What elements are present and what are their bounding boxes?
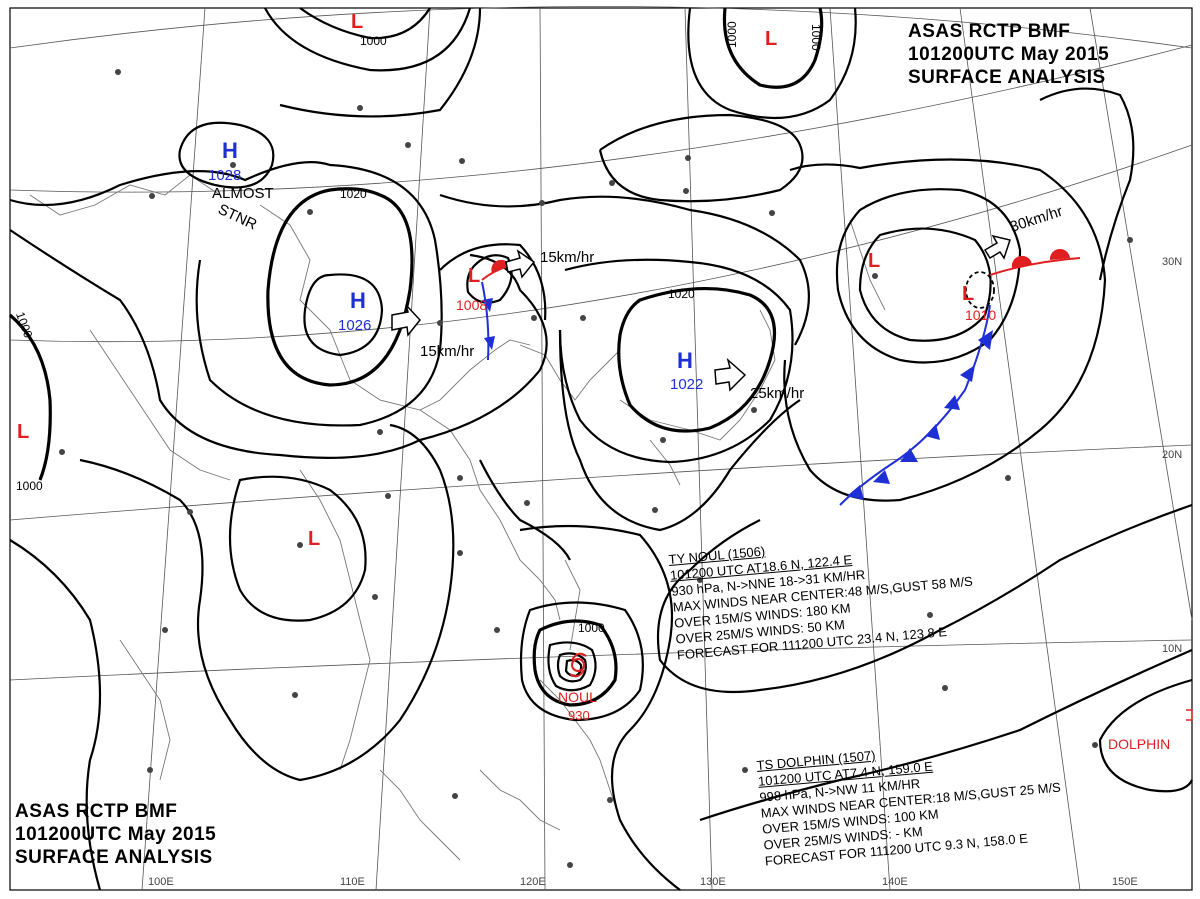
motion-label: 15km/hr — [420, 343, 474, 360]
high-center-letter: H — [222, 138, 238, 163]
map-frame — [9, 7, 1193, 891]
pressure-centers: H 1028 H 1026 H 1022 L 1008 L 1010 L L L — [208, 11, 996, 393]
high-center-value: 1028 — [208, 167, 241, 184]
low-center-value: 1010 — [965, 307, 996, 323]
storm-symbol-edge — [1186, 709, 1193, 721]
lon-label: 140E — [882, 876, 908, 888]
high-center-letter: H — [350, 288, 366, 313]
typhoon-pressure: 930 — [568, 708, 590, 723]
isobar-label: 1020 — [668, 287, 695, 301]
isobar-label: 1020 — [340, 187, 367, 201]
isobar-labels: 1000 1000 1000 1020 1020 1000 1000 — [13, 21, 823, 493]
motion-arrows — [391, 234, 1011, 392]
isobar-label-noul: 1000 — [578, 621, 605, 635]
low-center-letter: L — [962, 283, 974, 305]
header-line: 101200UTC May 2015 — [15, 824, 217, 845]
meridians — [141, 7, 1193, 891]
typhoon-symbol — [569, 652, 587, 678]
header-line: 101200UTC May 2015 — [908, 44, 1110, 65]
low-center-letter-south: L — [308, 528, 320, 550]
warm-front-ne — [989, 248, 1081, 276]
low-center-letter: L — [868, 250, 880, 272]
lat-label: 10N — [1162, 643, 1182, 655]
isobar-label: 1000 — [809, 24, 823, 51]
low-center-letter: L — [468, 265, 480, 287]
cold-front-sea — [481, 281, 495, 361]
header-line: ASAS RCTP BMF — [15, 801, 178, 822]
almost-stnr-label: ALMOST — [212, 185, 274, 202]
lat-label: 20N — [1162, 449, 1182, 461]
high-center-value: 1022 — [670, 376, 703, 393]
motion-label: 25km/hr — [750, 385, 804, 402]
grid-labels: 100E 110E 120E 130E 140E 150E 30N 20N 10… — [148, 256, 1182, 888]
header-line: ASAS RCTP BMF — [908, 21, 1071, 42]
lon-label: 100E — [148, 876, 174, 888]
header-line: SURFACE ANALYSIS — [908, 67, 1106, 88]
isobar-label: 1000 — [16, 479, 43, 493]
low-center-letter: L — [351, 11, 363, 33]
low-center-letter: L — [765, 28, 777, 50]
header-bottom: ASAS RCTP BMF 101200UTC May 2015 SURFACE… — [15, 800, 216, 869]
lon-label: 130E — [700, 876, 726, 888]
low-center-letter-west: L — [17, 421, 29, 443]
motion-label: 30km/hr — [1008, 203, 1065, 236]
motion-label: 15km/hr — [540, 249, 594, 266]
isobar-label: 1000 — [725, 21, 739, 48]
isobar-label: 1000 — [13, 310, 35, 340]
station-plots — [59, 69, 1133, 868]
low-center-value: 1008 — [456, 297, 487, 313]
isobar-label: 1000 — [360, 34, 387, 48]
high-center-letter: H — [677, 348, 693, 373]
storm-name: DOLPHIN — [1108, 736, 1170, 752]
header-line: SURFACE ANALYSIS — [15, 847, 213, 868]
almost-stnr-label: STNR — [215, 201, 259, 234]
typhoon-name: NOUL — [558, 689, 597, 705]
header-top: ASAS RCTP BMF 101200UTC May 2015 SURFACE… — [908, 20, 1109, 89]
lon-label: 120E — [520, 876, 546, 888]
developing-low-outline — [965, 271, 995, 309]
lon-label: 110E — [340, 876, 365, 888]
cold-front-ne — [839, 304, 993, 506]
lon-label: 150E — [1112, 876, 1138, 888]
high-center-value: 1026 — [338, 317, 371, 334]
parallels — [9, 6, 1193, 681]
lat-label: 30N — [1162, 256, 1182, 268]
